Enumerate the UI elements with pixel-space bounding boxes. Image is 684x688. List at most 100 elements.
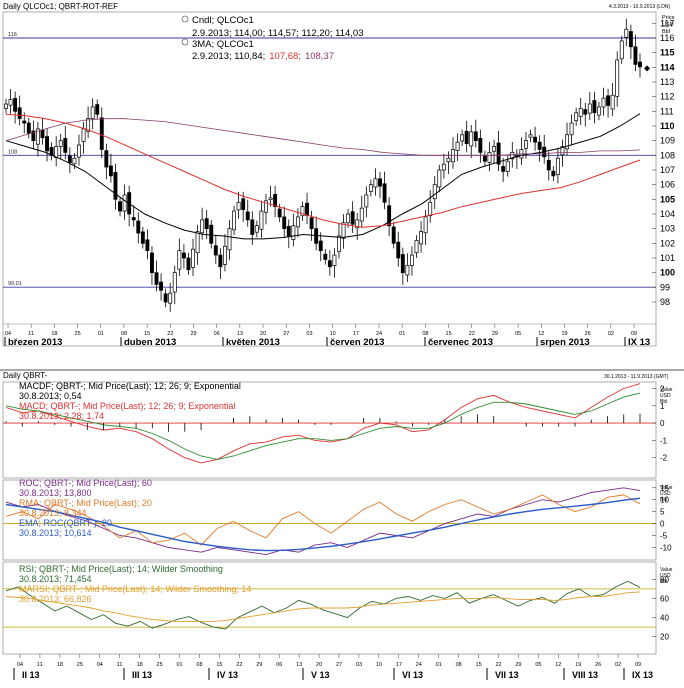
candle-body bbox=[624, 28, 629, 38]
month-label: květen 2013 bbox=[226, 337, 280, 348]
candle-body bbox=[482, 155, 487, 162]
bottom-xtick-label: 15 bbox=[476, 662, 482, 668]
candle-body bbox=[122, 194, 127, 212]
price-xtick-label: 22 bbox=[167, 331, 173, 337]
roc-ytick-label: 15 bbox=[660, 484, 669, 493]
candle-body bbox=[4, 103, 8, 109]
bottom-month-label: V 13 bbox=[311, 670, 330, 680]
price-xtick-label: 04 bbox=[5, 331, 11, 337]
price-xtick-label: 29 bbox=[190, 331, 196, 337]
candle-body bbox=[569, 122, 574, 136]
candle-body bbox=[400, 254, 405, 274]
candle-body bbox=[318, 240, 323, 252]
bottom-xtick-label: 29 bbox=[256, 662, 262, 668]
candle-body bbox=[113, 171, 118, 200]
bottom-month-label: III 13 bbox=[132, 670, 152, 680]
candle-body bbox=[31, 130, 36, 142]
candle-body bbox=[200, 219, 205, 234]
bottom-month-label: VII 13 bbox=[495, 670, 519, 680]
candle-body bbox=[464, 130, 469, 144]
candle-body bbox=[277, 208, 282, 218]
macd-legend-1: MACDF; QBRT-; Mid Price(Last); 12; 26; 9… bbox=[19, 381, 241, 391]
candle-body bbox=[99, 117, 104, 150]
macd-ytick-label: 1 bbox=[660, 402, 665, 411]
candle-body bbox=[8, 99, 13, 106]
legend-ma-values-c: 108,37 bbox=[305, 51, 334, 62]
roc-ytick-label: 0 bbox=[660, 520, 665, 529]
candle-body bbox=[350, 211, 355, 225]
candle-body bbox=[587, 103, 592, 114]
bottom-xtick-label: 20 bbox=[316, 662, 322, 668]
bottom-date-range: 30.1.2013 - 11.9.2013 (GMT) bbox=[604, 374, 669, 380]
price-xtick-label: 05 bbox=[515, 331, 521, 337]
bottom-xtick-label: 25 bbox=[77, 662, 83, 668]
current-price-label: 114 bbox=[660, 62, 675, 72]
price-level-label: 116 bbox=[8, 32, 17, 38]
candle-body bbox=[560, 146, 565, 156]
bottom-xtick-label: 15 bbox=[216, 662, 222, 668]
candle-body bbox=[633, 46, 638, 65]
roc-legend-1: ROC; QBRT-; Mid Price(Last); 60 bbox=[19, 478, 152, 488]
price-ytick-label: 104 bbox=[660, 209, 675, 219]
month-label: IX 13 bbox=[628, 337, 650, 348]
candle-body bbox=[455, 141, 460, 151]
price-ma-line bbox=[5, 118, 641, 156]
candle-body bbox=[533, 136, 538, 143]
bottom-xtick-label: 08 bbox=[456, 662, 462, 668]
rsi-axis-title: USD bbox=[660, 573, 671, 579]
candle-body bbox=[341, 222, 346, 239]
price-ytick-label: 101 bbox=[660, 253, 675, 263]
roc-ytick-label: -5 bbox=[660, 532, 668, 541]
macd-legend-2-values: 30.8.2013; 2,28; 1,74 bbox=[19, 411, 104, 421]
candle-body bbox=[437, 169, 442, 188]
candle-body bbox=[163, 293, 168, 303]
price-xtick-label: 06 bbox=[214, 331, 220, 337]
price-xtick-label: 01 bbox=[98, 331, 104, 337]
price-xtick-label: 19 bbox=[561, 331, 567, 337]
rsi-legend-1: RSI; QBRT-; Mid Price(Last); 14; Wilder … bbox=[19, 564, 223, 574]
legend-cndl-icon bbox=[181, 15, 189, 23]
candle-body bbox=[67, 155, 72, 164]
price-ytick-label: 107 bbox=[660, 165, 675, 175]
candle-body bbox=[638, 61, 642, 68]
price-xtick-label: 18 bbox=[51, 331, 57, 337]
price-ytick-label: 117 bbox=[660, 18, 674, 28]
price-ytick-label: 98 bbox=[660, 297, 670, 307]
legend-cndl-values: 2.9.2013; 114,00; 114,57; 112,20; 114,03 bbox=[192, 28, 364, 39]
macd-axis-title: USD bbox=[660, 393, 671, 399]
bottom-xtick-label: 01 bbox=[436, 662, 442, 668]
candle-body bbox=[273, 193, 278, 208]
candle-body bbox=[172, 272, 177, 293]
candle-body bbox=[72, 157, 77, 165]
candle-body bbox=[295, 216, 300, 228]
price-ytick-label: 103 bbox=[660, 224, 675, 234]
roc-legend-2: RMA; QBRT-; Mid Price(Last); 20 bbox=[19, 498, 152, 508]
candle-body bbox=[140, 231, 145, 244]
top-date-range: 4.3.2013 - 10.9.2013 (LON) bbox=[609, 4, 670, 10]
candle-body bbox=[191, 248, 195, 268]
price-ytick-label: 109 bbox=[660, 136, 675, 146]
rsi-axis-title: Value bbox=[660, 567, 673, 573]
axes-layer: 11610899,0198991001011021031041051061071… bbox=[4, 15, 675, 680]
candle-body bbox=[382, 183, 387, 203]
roc-axis-title: Value bbox=[660, 485, 673, 491]
candle-body bbox=[537, 141, 542, 150]
price-xtick-label: 02 bbox=[608, 331, 614, 337]
candle-body bbox=[414, 240, 419, 254]
price-xtick-label: 15 bbox=[144, 331, 150, 337]
rsi-ytick-label: 80 bbox=[660, 575, 669, 584]
candle-body bbox=[300, 206, 305, 217]
candle-body bbox=[606, 95, 611, 106]
bottom-xtick-label: 06 bbox=[276, 662, 282, 668]
candle-body bbox=[619, 40, 624, 60]
candle-body bbox=[524, 140, 528, 149]
candle-body bbox=[337, 235, 341, 252]
candle-body bbox=[13, 98, 18, 112]
candle-body bbox=[95, 104, 100, 115]
candle-body bbox=[40, 129, 45, 139]
price-xtick-label: 11 bbox=[28, 331, 34, 337]
candle-body bbox=[496, 142, 501, 165]
candle-body bbox=[268, 197, 273, 200]
candle-body bbox=[286, 225, 291, 237]
candle-body bbox=[218, 254, 223, 268]
